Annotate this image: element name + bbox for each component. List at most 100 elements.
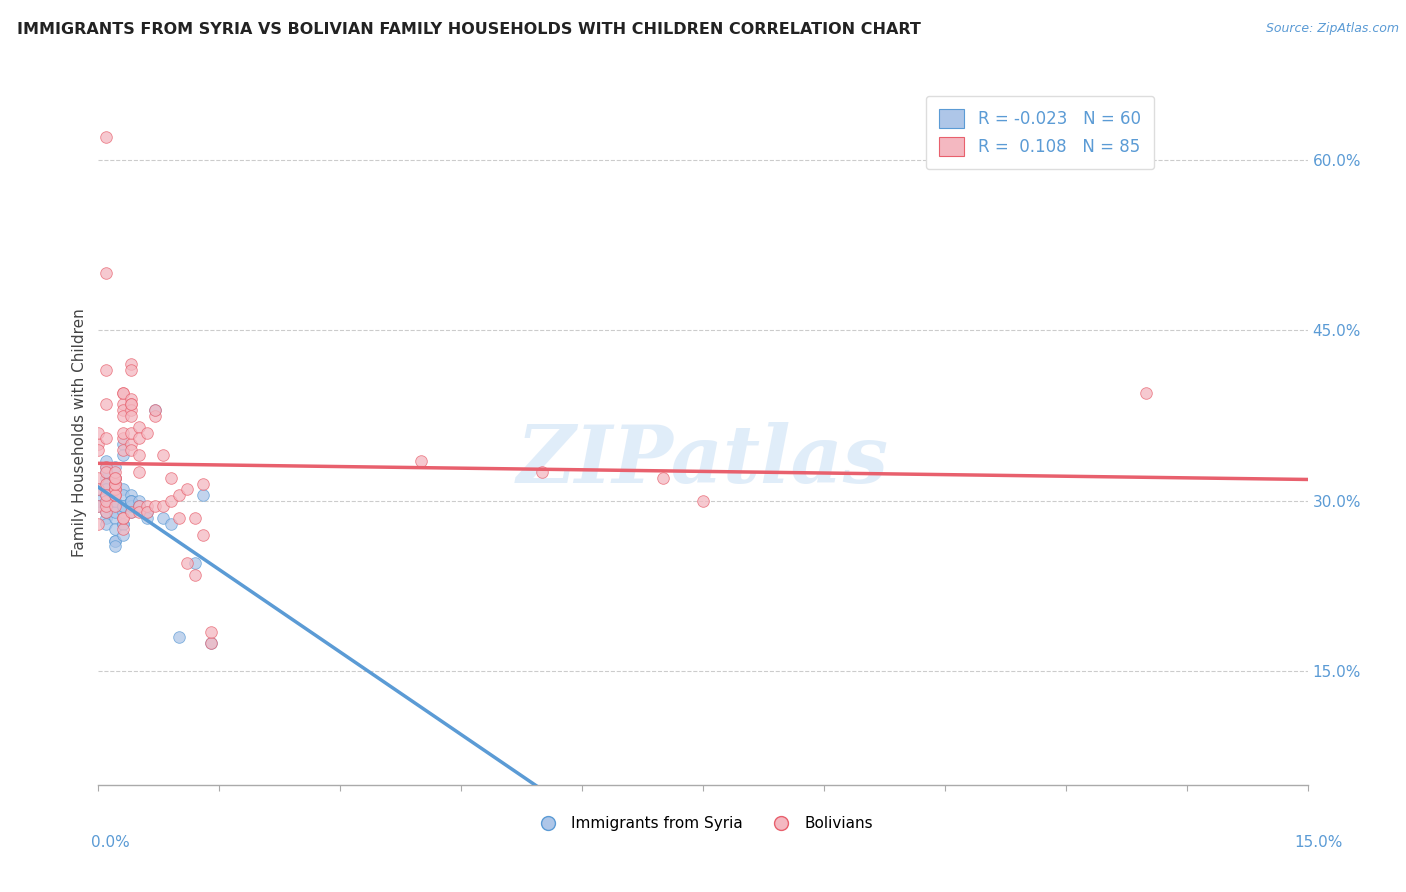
Point xyxy=(96,488,118,502)
Text: 15.0%: 15.0% xyxy=(1295,836,1343,850)
Point xyxy=(96,466,118,480)
Point xyxy=(87,437,110,451)
Point xyxy=(120,397,142,411)
Point xyxy=(96,500,118,514)
Point xyxy=(135,505,157,519)
Text: IMMIGRANTS FROM SYRIA VS BOLIVIAN FAMILY HOUSEHOLDS WITH CHILDREN CORRELATION CH: IMMIGRANTS FROM SYRIA VS BOLIVIAN FAMILY… xyxy=(17,22,921,37)
Point xyxy=(111,409,134,423)
Point xyxy=(160,471,183,485)
Point xyxy=(96,363,118,377)
Point xyxy=(111,511,134,525)
Point xyxy=(135,505,157,519)
Point xyxy=(120,505,142,519)
Point xyxy=(111,488,134,502)
Point xyxy=(152,511,174,525)
Point xyxy=(120,493,142,508)
Point xyxy=(111,516,134,531)
Point xyxy=(200,636,222,650)
Point xyxy=(103,483,125,497)
Point xyxy=(128,505,150,519)
Point xyxy=(135,500,157,514)
Point xyxy=(103,493,125,508)
Point xyxy=(103,533,125,548)
Point xyxy=(96,505,118,519)
Point xyxy=(103,471,125,485)
Point xyxy=(128,420,150,434)
Point xyxy=(530,466,553,480)
Y-axis label: Family Households with Children: Family Households with Children xyxy=(72,309,87,557)
Point xyxy=(103,471,125,485)
Point xyxy=(111,397,134,411)
Point xyxy=(184,557,207,571)
Point xyxy=(96,459,118,474)
Point xyxy=(111,528,134,542)
Point xyxy=(120,409,142,423)
Point xyxy=(103,459,125,474)
Point xyxy=(111,437,134,451)
Point xyxy=(103,466,125,480)
Point xyxy=(120,363,142,377)
Point xyxy=(87,500,110,514)
Point xyxy=(96,505,118,519)
Point xyxy=(87,483,110,497)
Point xyxy=(128,500,150,514)
Point xyxy=(160,493,183,508)
Point xyxy=(111,442,134,457)
Point xyxy=(200,636,222,650)
Point xyxy=(120,493,142,508)
Point xyxy=(96,493,118,508)
Point xyxy=(96,483,118,497)
Point xyxy=(103,476,125,491)
Point xyxy=(120,493,142,508)
Point xyxy=(193,488,215,502)
Point xyxy=(96,471,118,485)
Point xyxy=(96,476,118,491)
Point xyxy=(96,454,118,468)
Point xyxy=(103,488,125,502)
Point xyxy=(111,431,134,445)
Point xyxy=(176,483,198,497)
Point xyxy=(96,476,118,491)
Point xyxy=(128,448,150,462)
Point xyxy=(103,471,125,485)
Point xyxy=(120,425,142,440)
Point xyxy=(167,488,190,502)
Text: Source: ZipAtlas.com: Source: ZipAtlas.com xyxy=(1265,22,1399,36)
Point xyxy=(111,403,134,417)
Point xyxy=(111,511,134,525)
Point xyxy=(96,488,118,502)
Point xyxy=(111,385,134,400)
Point xyxy=(120,392,142,406)
Point xyxy=(160,516,183,531)
Point xyxy=(135,425,157,440)
Point xyxy=(120,493,142,508)
Point xyxy=(96,466,118,480)
Point xyxy=(87,471,110,485)
Point xyxy=(111,483,134,497)
Point xyxy=(120,488,142,502)
Point xyxy=(143,403,166,417)
Point xyxy=(96,500,118,514)
Point xyxy=(120,505,142,519)
Point xyxy=(692,493,714,508)
Point xyxy=(103,493,125,508)
Point xyxy=(128,500,150,514)
Point xyxy=(111,516,134,531)
Point xyxy=(96,516,118,531)
Point xyxy=(135,511,157,525)
Point xyxy=(128,493,150,508)
Point xyxy=(103,539,125,553)
Point xyxy=(111,500,134,514)
Point xyxy=(120,437,142,451)
Point xyxy=(103,500,125,514)
Point xyxy=(120,442,142,457)
Point xyxy=(87,483,110,497)
Point xyxy=(409,454,432,468)
Point xyxy=(103,533,125,548)
Point xyxy=(103,471,125,485)
Point xyxy=(87,516,110,531)
Point xyxy=(111,385,134,400)
Point xyxy=(143,409,166,423)
Point xyxy=(87,500,110,514)
Point xyxy=(103,483,125,497)
